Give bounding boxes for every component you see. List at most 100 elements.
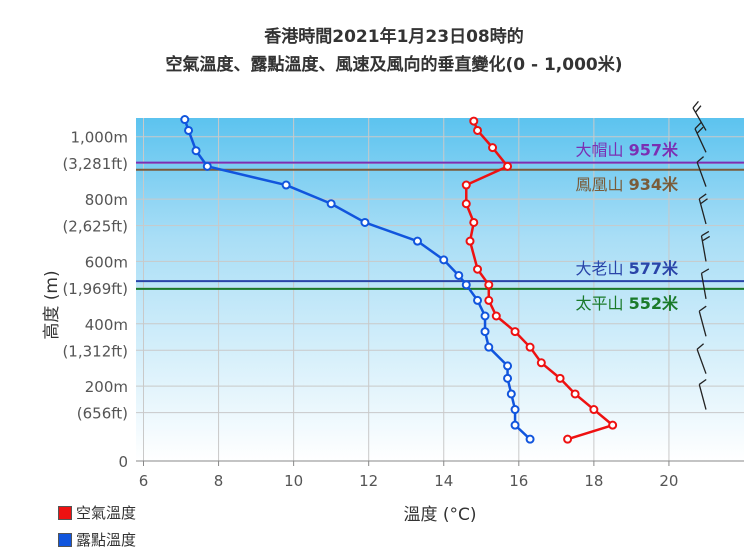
wind-barb xyxy=(696,156,707,187)
wind-barb-feather xyxy=(696,156,705,163)
y-tick-label: 0 xyxy=(118,453,128,471)
wind-barb-staff xyxy=(700,273,707,299)
legend-label-dew-point: 露點溫度 xyxy=(76,531,137,549)
wind-barb xyxy=(700,268,710,299)
x-tick-label: 18 xyxy=(584,472,603,490)
data-point xyxy=(488,143,498,153)
data-point xyxy=(563,434,573,444)
reference-label: 太平山 552米 xyxy=(576,294,679,313)
data-point xyxy=(191,146,201,156)
data-point xyxy=(473,295,483,305)
y-tick-label: 800m xyxy=(85,191,128,209)
y-tick-label: (656ft) xyxy=(77,405,128,423)
wind-barb xyxy=(694,122,707,153)
wind-barb-feather xyxy=(698,378,707,385)
data-point xyxy=(473,264,483,274)
wind-barb-feather xyxy=(701,268,710,274)
x-tick-label: 16 xyxy=(509,472,528,490)
reference-label: 大老山 577米 xyxy=(576,259,679,278)
data-point xyxy=(412,236,422,246)
y-tick-label: 600m xyxy=(85,253,128,271)
data-point xyxy=(180,115,190,125)
data-point xyxy=(608,420,618,430)
wind-barb xyxy=(696,343,707,374)
data-point xyxy=(202,161,212,171)
wind-barb-staff xyxy=(698,384,707,410)
wind-barb-feather xyxy=(701,230,710,237)
data-point xyxy=(536,358,546,368)
data-point xyxy=(503,361,513,371)
wind-barb-feather xyxy=(700,198,708,205)
data-point xyxy=(480,327,490,337)
y-tick-label: 400m xyxy=(85,316,128,334)
x-axis-label: 溫度 (°C) xyxy=(403,505,476,525)
y-tick-label: (1,969ft) xyxy=(62,280,128,298)
legend-swatch-air-temp xyxy=(58,505,72,520)
data-point xyxy=(461,180,471,190)
wind-barb-staff xyxy=(696,161,707,187)
wind-barb-feather xyxy=(694,105,702,113)
data-point xyxy=(589,405,599,415)
y-tick-label: (3,281ft) xyxy=(62,155,128,173)
y-tick-label: (2,625ft) xyxy=(62,218,128,236)
chart-title: 香港時間2021年1月23日08時的 xyxy=(264,26,523,47)
data-point xyxy=(461,280,471,290)
data-point xyxy=(473,125,483,135)
wind-barb-feather xyxy=(696,126,704,134)
x-tick-label: 10 xyxy=(284,472,303,490)
data-point xyxy=(525,434,535,444)
y-tick-label: (1,312ft) xyxy=(62,342,128,360)
data-point xyxy=(461,199,471,209)
wind-barb-staff xyxy=(696,349,707,374)
data-point xyxy=(525,342,535,352)
wind-barbs xyxy=(692,100,711,410)
x-tick-label: 6 xyxy=(139,472,149,490)
chart-subtitle: 空氣溫度、露點溫度、風速及風向的垂直變化(0 - 1,000米) xyxy=(165,54,622,75)
y-tick-label: 200m xyxy=(85,378,128,396)
legend-item-dew-point[interactable]: 露點溫度 xyxy=(58,529,136,550)
wind-barb-feather xyxy=(698,305,707,312)
reference-label: 大帽山 957米 xyxy=(576,141,679,160)
legend-label-air-temp: 空氣溫度 xyxy=(76,504,137,522)
x-tick-label: 12 xyxy=(359,472,378,490)
data-point xyxy=(439,255,449,265)
data-point xyxy=(510,405,520,415)
wind-barb-feather xyxy=(692,100,699,109)
data-point xyxy=(503,161,513,171)
data-point xyxy=(570,389,580,399)
data-point xyxy=(281,180,291,190)
x-tick-label: 8 xyxy=(214,472,224,490)
wind-barb-feather xyxy=(698,193,707,200)
axes: 6 8 10 12 14 16 18 20 1,000m (3,281ft) 800m (2,625f… xyxy=(62,129,744,490)
wind-barb-staff xyxy=(698,310,707,337)
wind-barb xyxy=(698,193,708,225)
wind-barb-feather xyxy=(702,235,711,242)
data-point xyxy=(326,199,336,209)
legend-swatch-dew-point xyxy=(58,532,72,547)
wind-barb xyxy=(698,305,707,337)
data-point xyxy=(484,280,494,290)
data-point xyxy=(510,420,520,430)
y-axis-label: 高度 (m) xyxy=(42,270,62,339)
data-point xyxy=(491,311,501,321)
wind-barb xyxy=(700,230,711,262)
wind-barb-feather xyxy=(694,122,702,130)
data-point xyxy=(469,217,479,227)
data-point xyxy=(469,116,479,126)
data-point xyxy=(184,125,194,135)
reference-label: 鳳凰山 934米 xyxy=(576,175,679,194)
data-point xyxy=(484,342,494,352)
wind-barb-feather xyxy=(696,343,705,350)
x-tick-label: 20 xyxy=(659,472,678,490)
y-tick-label: 1,000m xyxy=(70,129,128,147)
data-series xyxy=(180,115,618,444)
data-point xyxy=(510,327,520,337)
legend-item-air-temp[interactable]: 空氣溫度 xyxy=(58,502,136,523)
data-point xyxy=(360,217,370,227)
data-point xyxy=(465,236,475,246)
data-point xyxy=(480,311,490,321)
data-point xyxy=(454,270,464,280)
wind-barb xyxy=(692,100,707,131)
wind-barb xyxy=(698,378,707,410)
